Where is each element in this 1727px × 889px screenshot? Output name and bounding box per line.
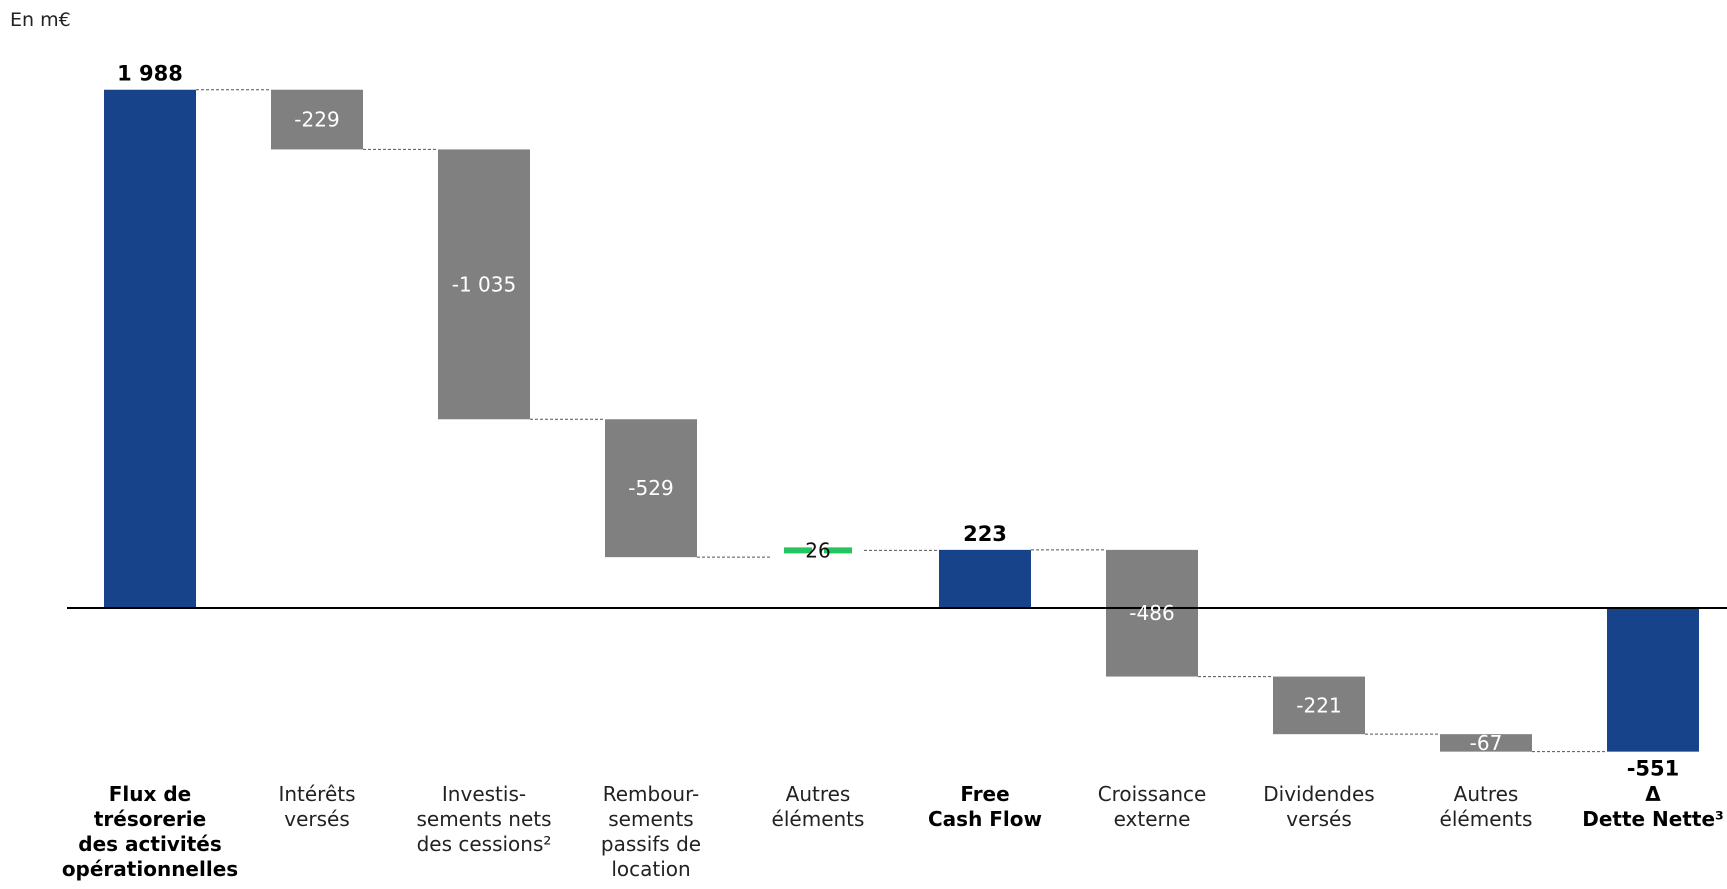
category-labels-group: Flux de trésorerie des activités opérationn…	[62, 782, 1724, 881]
category-label: Δ Dette Nette³	[1582, 782, 1724, 831]
category-label: Flux de trésorerie des activités opérationn…	[62, 782, 238, 881]
bar-negative	[605, 419, 697, 558]
bar-value-label: -486	[1129, 601, 1174, 625]
bar-negative	[271, 89, 363, 150]
bar-total	[1607, 608, 1699, 752]
category-label: Croissance externe	[1098, 782, 1207, 831]
bars-group	[104, 89, 1699, 752]
category-label: Autres éléments	[1440, 782, 1533, 831]
category-label: Investis-sements nets des cessions²	[416, 782, 551, 856]
bar-value-label: -529	[628, 476, 673, 500]
bar-negative	[1273, 676, 1365, 735]
bar-positive-left-mark	[784, 547, 812, 554]
bar-total	[104, 89, 196, 609]
bar-value-label: -221	[1296, 693, 1341, 717]
bar-value-label: 26	[805, 538, 830, 562]
bar-negative	[1440, 734, 1532, 752]
bar-total	[939, 549, 1031, 608]
category-label: Free Cash Flow	[928, 782, 1042, 831]
category-label: Rembour-sements passifs de location	[601, 782, 701, 881]
unit-label: En m€	[10, 9, 71, 31]
connector-lines	[196, 89, 1607, 753]
bar-positive-right-mark	[824, 547, 852, 554]
category-label: Autres éléments	[772, 782, 865, 831]
bar-value-label: -229	[294, 108, 339, 132]
value-labels-group: 1 988 -229 -1 035 -529 26 223 -486 -221 -67 -551	[117, 62, 1679, 781]
category-label: Dividendes versés	[1263, 782, 1374, 831]
category-label: Intérêts versés	[278, 782, 355, 831]
bar-value-label: -551	[1627, 757, 1680, 781]
bar-value-label: 223	[963, 522, 1007, 546]
bar-value-label: -1 035	[452, 272, 516, 296]
bar-value-label: 1 988	[117, 62, 183, 86]
bar-negative	[1106, 549, 1198, 677]
bar-value-label: -67	[1470, 731, 1503, 755]
bar-negative	[438, 149, 530, 420]
